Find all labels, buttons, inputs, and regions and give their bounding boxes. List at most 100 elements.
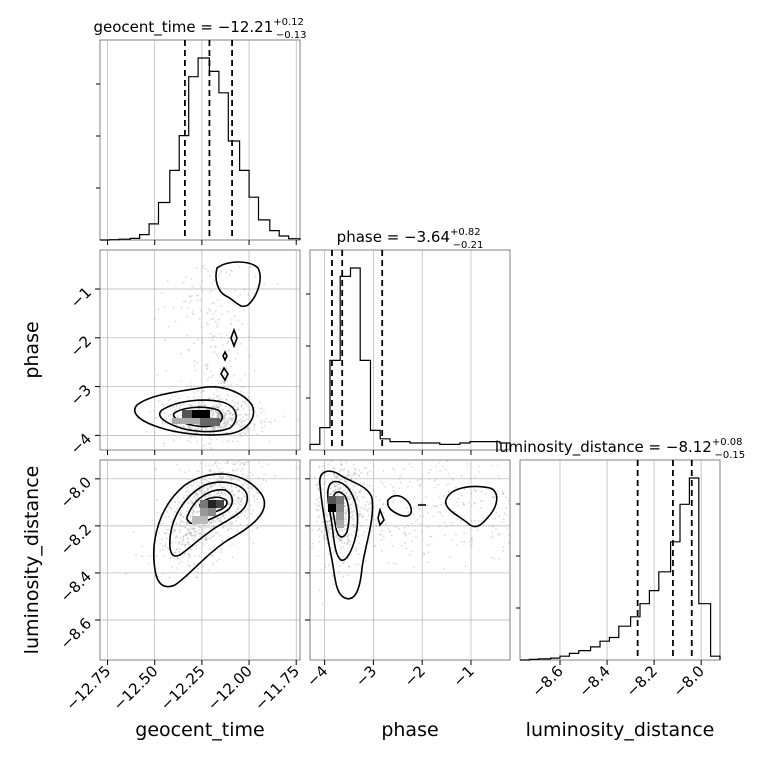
sample-point [393,499,395,501]
sample-point [427,551,430,553]
sample-point [225,379,228,382]
sample-point [317,516,319,519]
sample-point [164,422,167,425]
sample-point [209,308,212,311]
sample-point [221,398,224,401]
sample-point [270,421,272,424]
sample-point [220,304,223,307]
sample-point [324,480,327,483]
sample-point [209,485,212,487]
sample-point [215,410,217,413]
sample-point [220,482,223,485]
sample-point [240,420,243,423]
sample-point [260,466,263,468]
sample-point [247,487,250,490]
sample-point [342,555,345,558]
sample-point [202,487,205,489]
sample-point [187,564,190,567]
sample-point [328,520,331,522]
sample-point [164,533,167,535]
sample-point [502,518,505,521]
sample-point [185,486,188,489]
sample-point [223,492,226,495]
sample-point [321,488,324,491]
sample-point [200,428,203,430]
sample-point [221,380,224,382]
sample-point [242,400,245,403]
sample-point [296,419,299,422]
sample-point [191,512,194,514]
pixels-phase-geocent [172,410,220,426]
sample-point [213,393,215,396]
sample-point [318,466,321,469]
sample-point [196,538,199,540]
sample-point [258,461,261,464]
sample-point [220,520,222,523]
sample-point [238,419,240,422]
sample-point [253,499,255,502]
sample-point [418,515,421,518]
sample-point [357,563,360,566]
sample-point [190,548,193,551]
sample-point [209,332,212,335]
sample-point [320,569,323,571]
sample-point [165,528,168,531]
sample-point [340,539,343,542]
sample-point [343,542,346,545]
sample-point [205,536,208,538]
sample-point [178,541,181,544]
sample-point [409,554,411,556]
sample-point [221,520,223,523]
sample-point [246,475,249,477]
sample-point [187,484,189,486]
sample-point [230,419,233,421]
sample-point [180,560,183,563]
sample-point [215,425,218,428]
sample-point [163,306,166,308]
sample-point [204,490,206,493]
sample-point [176,463,179,466]
sample-point [219,477,222,480]
sample-point [332,473,335,476]
sample-point [457,497,460,500]
sample-point [236,516,239,519]
sample-point [260,420,263,422]
sample-point [358,490,360,493]
sample-point [210,486,213,489]
title-geocent_time: geocent_time = −12.21+0.12 −0.13 [93,17,306,41]
sample-point [224,421,227,424]
sample-point [507,541,510,544]
sample-point [218,483,221,486]
sample-point [321,465,324,467]
sample-point [341,542,344,544]
sample-point [439,512,442,514]
sample-point [210,521,213,524]
sample-point [333,530,336,533]
sample-point [346,543,349,546]
sample-point [346,547,349,550]
sample-point [256,492,259,494]
sample-point [345,475,347,478]
sample-point [197,404,200,407]
sample-point [336,536,338,539]
sample-point [223,423,226,425]
sample-point [167,399,170,402]
sample-point [205,464,208,467]
sample-point [339,538,342,541]
sample-point [224,487,227,489]
sample-point [404,531,406,534]
sample-point [325,537,327,540]
sample-point [317,505,320,508]
sample-point [230,383,233,386]
sample-point [434,505,437,508]
sample-point [380,550,383,552]
sample-point [339,538,341,541]
sample-point [335,489,338,492]
sample-point [213,426,216,428]
sample-point [215,388,218,391]
sample-point [241,385,243,388]
sample-point [223,422,226,425]
sample-point [157,399,160,402]
sample-point [233,401,236,404]
sample-point [236,421,239,423]
